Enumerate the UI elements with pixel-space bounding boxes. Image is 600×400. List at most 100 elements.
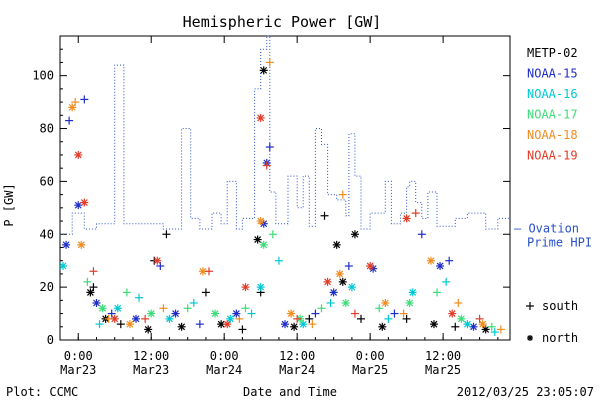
data-point bbox=[350, 309, 359, 318]
data-point bbox=[335, 269, 344, 278]
data-point bbox=[384, 314, 393, 323]
data-point bbox=[402, 314, 411, 323]
data-point bbox=[375, 304, 384, 313]
data-point bbox=[448, 309, 457, 318]
marker-stroke bbox=[217, 320, 225, 328]
data-point bbox=[463, 320, 472, 329]
marker-stroke bbox=[351, 230, 359, 238]
y-tick-label: 40 bbox=[40, 227, 54, 241]
data-point bbox=[436, 261, 445, 270]
marker-stroke bbox=[199, 267, 207, 275]
data-point bbox=[487, 322, 496, 331]
marker-stroke bbox=[80, 199, 88, 206]
data-point bbox=[338, 277, 347, 286]
marker-stroke bbox=[427, 257, 435, 265]
data-point bbox=[92, 298, 101, 307]
data-point bbox=[59, 261, 68, 270]
data-point bbox=[80, 198, 89, 207]
legend-entry: METP-02 bbox=[527, 46, 578, 60]
y-tick-label: 0 bbox=[47, 333, 54, 347]
data-point bbox=[399, 309, 408, 318]
data-point bbox=[451, 322, 460, 331]
data-point bbox=[122, 288, 131, 297]
marker-legend-plus bbox=[526, 302, 534, 310]
legend-entry: NOAA-16 bbox=[527, 87, 578, 101]
x-tick-date-label: Mar23 bbox=[133, 363, 169, 377]
data-point bbox=[201, 288, 210, 297]
y-axis-label: P [GW] bbox=[2, 183, 16, 226]
data-point bbox=[357, 314, 366, 323]
marker-stroke bbox=[479, 320, 487, 328]
marker-stroke bbox=[464, 320, 471, 328]
marker-stroke bbox=[281, 320, 289, 328]
y-tick-label: 100 bbox=[32, 69, 54, 83]
data-point bbox=[223, 320, 232, 329]
marker-stroke bbox=[448, 310, 456, 317]
x-axis-label: Date and Time bbox=[243, 385, 337, 399]
data-point bbox=[247, 309, 256, 318]
marker-stroke bbox=[59, 262, 67, 270]
data-point bbox=[341, 298, 350, 307]
data-point bbox=[478, 320, 487, 329]
data-point bbox=[326, 298, 335, 307]
data-point bbox=[235, 314, 244, 323]
marker-stroke bbox=[74, 151, 82, 159]
data-point bbox=[469, 322, 478, 331]
data-point bbox=[411, 209, 420, 218]
x-tick-label: 12:00 bbox=[133, 349, 169, 363]
marker-stroke bbox=[257, 114, 265, 122]
data-point bbox=[320, 211, 329, 220]
y-tick-label: 20 bbox=[40, 280, 54, 294]
data-point bbox=[311, 309, 320, 318]
legend-ovation-label-2: Prime HPI bbox=[527, 235, 592, 249]
ovation-prime-hpi-line bbox=[60, 35, 510, 235]
data-point bbox=[165, 314, 174, 323]
marker-stroke bbox=[147, 310, 155, 317]
data-point bbox=[265, 58, 274, 67]
data-point bbox=[268, 230, 277, 239]
data-point bbox=[65, 116, 74, 125]
legend: METP-02 NOAA-15 NOAA-16 NOAA-17 NOAA-18 NOAA-… bbox=[514, 46, 592, 345]
data-point bbox=[256, 113, 265, 122]
marker-stroke bbox=[254, 236, 262, 243]
marker-stroke bbox=[68, 103, 76, 111]
data-point bbox=[344, 261, 353, 270]
data-point bbox=[89, 283, 98, 292]
x-tick-date-label: Mar25 bbox=[425, 363, 461, 377]
marker-stroke bbox=[93, 299, 100, 307]
marker-stroke bbox=[324, 278, 331, 286]
data-point bbox=[141, 314, 150, 323]
data-point bbox=[329, 288, 338, 297]
data-point bbox=[265, 143, 274, 152]
marker-stroke bbox=[166, 315, 173, 323]
marker-stroke bbox=[299, 320, 307, 328]
data-point bbox=[144, 325, 153, 334]
legend-ovation-label: — Ovation bbox=[514, 221, 579, 235]
legend-entry: NOAA-15 bbox=[527, 67, 578, 81]
x-tick-label: 0:00 bbox=[356, 349, 385, 363]
data-point bbox=[323, 277, 332, 286]
legend-entry: NOAA-17 bbox=[527, 108, 578, 122]
data-point bbox=[426, 256, 435, 265]
data-point bbox=[381, 298, 390, 307]
data-point bbox=[211, 309, 220, 318]
data-point bbox=[293, 314, 302, 323]
marker-stroke bbox=[378, 323, 386, 331]
data-point bbox=[317, 304, 326, 313]
marker-stroke bbox=[77, 241, 85, 249]
data-point bbox=[147, 309, 156, 318]
data-point bbox=[162, 230, 171, 239]
x-axis: 0:00Mar2312:00Mar230:00Mar2412:00Mar240:… bbox=[59, 36, 499, 377]
data-point bbox=[490, 328, 499, 337]
marker-stroke bbox=[339, 278, 347, 286]
data-point bbox=[80, 95, 89, 104]
marker-stroke bbox=[260, 66, 268, 74]
data-point bbox=[390, 309, 399, 318]
data-point bbox=[98, 304, 107, 313]
marker-stroke bbox=[290, 323, 298, 331]
x-tick-label: 12:00 bbox=[425, 349, 461, 363]
ovation-prime-hpi-layer bbox=[60, 35, 510, 235]
data-point bbox=[281, 320, 289, 329]
marker-stroke bbox=[260, 241, 268, 249]
marker-stroke bbox=[74, 201, 82, 209]
